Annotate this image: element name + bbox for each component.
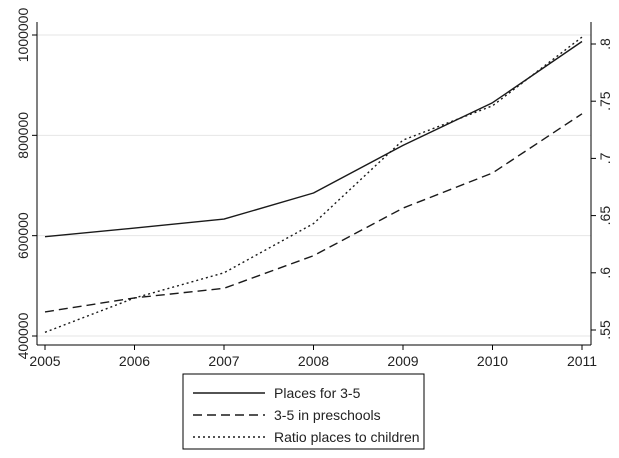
series-line-solid: [44, 40, 583, 238]
legend-label: 3-5 in preschools: [274, 407, 381, 423]
y-left-tick-label: 600000: [15, 212, 31, 259]
x-tick-label: 2007: [208, 353, 239, 369]
y-left-tick-label: 1000000: [15, 8, 31, 63]
y-right-tick-label: .6: [597, 267, 613, 279]
y-right-tick-label: .55: [597, 320, 613, 340]
y-axis-left: 400000 600000 800000 1000000: [15, 8, 37, 359]
x-tick-label: 2008: [298, 353, 329, 369]
y-right-tick-label: .65: [597, 206, 613, 226]
series-lines: [44, 36, 583, 333]
x-axis: 2005 2006 2007 2008 2009 2010 2011: [29, 345, 597, 369]
y-left-tick-label: 800000: [15, 112, 31, 159]
grid-lines: [37, 34, 591, 337]
y-right-tick-label: .8: [597, 38, 613, 50]
x-tick-label: 2009: [387, 353, 418, 369]
legend-label: Ratio places to children: [274, 429, 420, 445]
y-right-tick-label: .7: [597, 152, 613, 164]
x-tick-label: 2006: [119, 353, 150, 369]
y-left-tick-label: 400000: [15, 312, 31, 359]
legend: Places for 3-5 3-5 in preschools Ratio pla…: [182, 373, 425, 450]
series-line-dotted: [44, 36, 583, 333]
x-tick-label: 2010: [477, 353, 508, 369]
x-tick-label: 2011: [567, 353, 597, 369]
series-line-dashed: [44, 113, 583, 313]
plot-frame: [36, 22, 592, 346]
y-right-tick-label: .75: [597, 91, 613, 111]
x-tick-label: 2005: [29, 353, 60, 369]
y-axis-right: .55 .6 .65 .7 .75 .8: [591, 38, 613, 340]
legend-label: Places for 3-5: [274, 385, 361, 401]
